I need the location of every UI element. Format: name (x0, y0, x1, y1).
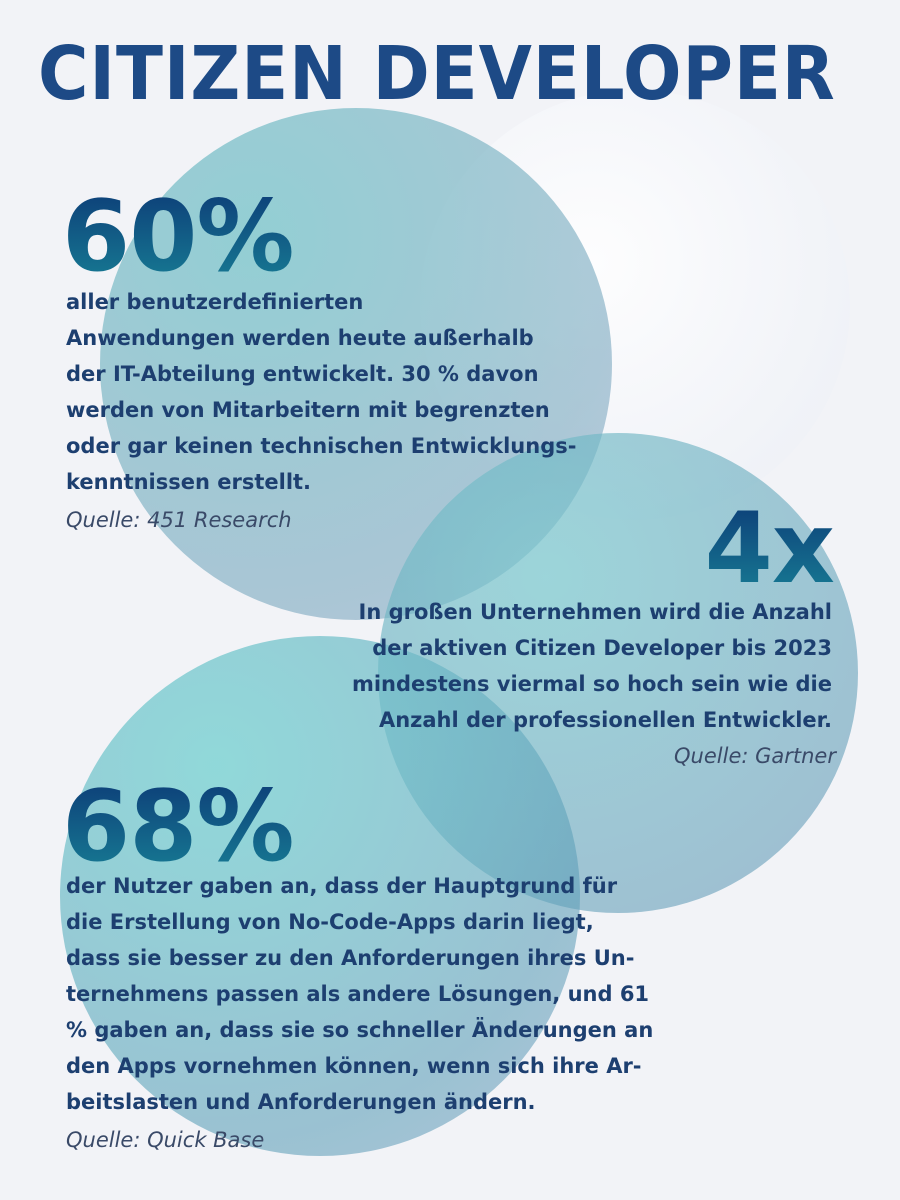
stat-line: mindestens viermal so hoch sein wie die (351, 672, 832, 696)
stat-line: oder gar keinen technischen Entwicklungs… (66, 434, 577, 458)
stat-line: der IT-Abteilung entwickelt. 30 % davon (66, 362, 539, 386)
stat-line: Anzahl der professionellen Entwickler. (378, 708, 832, 732)
stat-line: beitslasten und Anforderungen ändern. (66, 1090, 536, 1114)
stat-description-60: aller benutzerdefinierten Anwendungen we… (66, 284, 656, 500)
stat-description-68: der Nutzer gaben an, dass der Hauptgrund… (66, 868, 716, 1120)
stat-value-60: 60% (62, 180, 295, 294)
stat-value-68: 68% (62, 770, 295, 884)
stat-line: aller benutzerdefinierten (66, 290, 364, 314)
decorative-circle-bottom (60, 636, 580, 1156)
stat-line: kenntnissen erstellt. (66, 470, 312, 494)
stat-line: der aktiven Citizen Developer bis 2023 (372, 636, 832, 660)
stat-line: die Erstellung von No-Code-Apps darin li… (66, 910, 594, 934)
stat-line: den Apps vornehmen können, wenn sich ihr… (66, 1054, 642, 1078)
stat-line: In großen Unternehmen wird die Anzahl (358, 600, 833, 624)
stat-line: Anwendungen werden heute außerhalb (66, 326, 534, 350)
stat-source-60: Quelle: 451 Research (66, 508, 292, 532)
stat-line: werden von Mitarbeitern mit begrenzten (66, 398, 550, 422)
page-title: CITIZEN DEVELOPER (38, 31, 836, 117)
stat-description-4x: In großen Unternehmen wird die Anzahl de… (272, 594, 832, 738)
stat-line: der Nutzer gaben an, dass der Hauptgrund… (66, 874, 618, 898)
stat-line: % gaben an, dass sie so schneller Änderu… (66, 1018, 654, 1042)
stat-line: ternehmens passen als andere Lösungen, u… (66, 982, 650, 1006)
stat-line: dass sie besser zu den Anforderungen ihr… (66, 946, 635, 970)
stat-source-4x: Quelle: Gartner (674, 744, 836, 768)
stat-value-4x: 4x (704, 492, 835, 606)
stat-source-68: Quelle: Quick Base (66, 1128, 265, 1152)
